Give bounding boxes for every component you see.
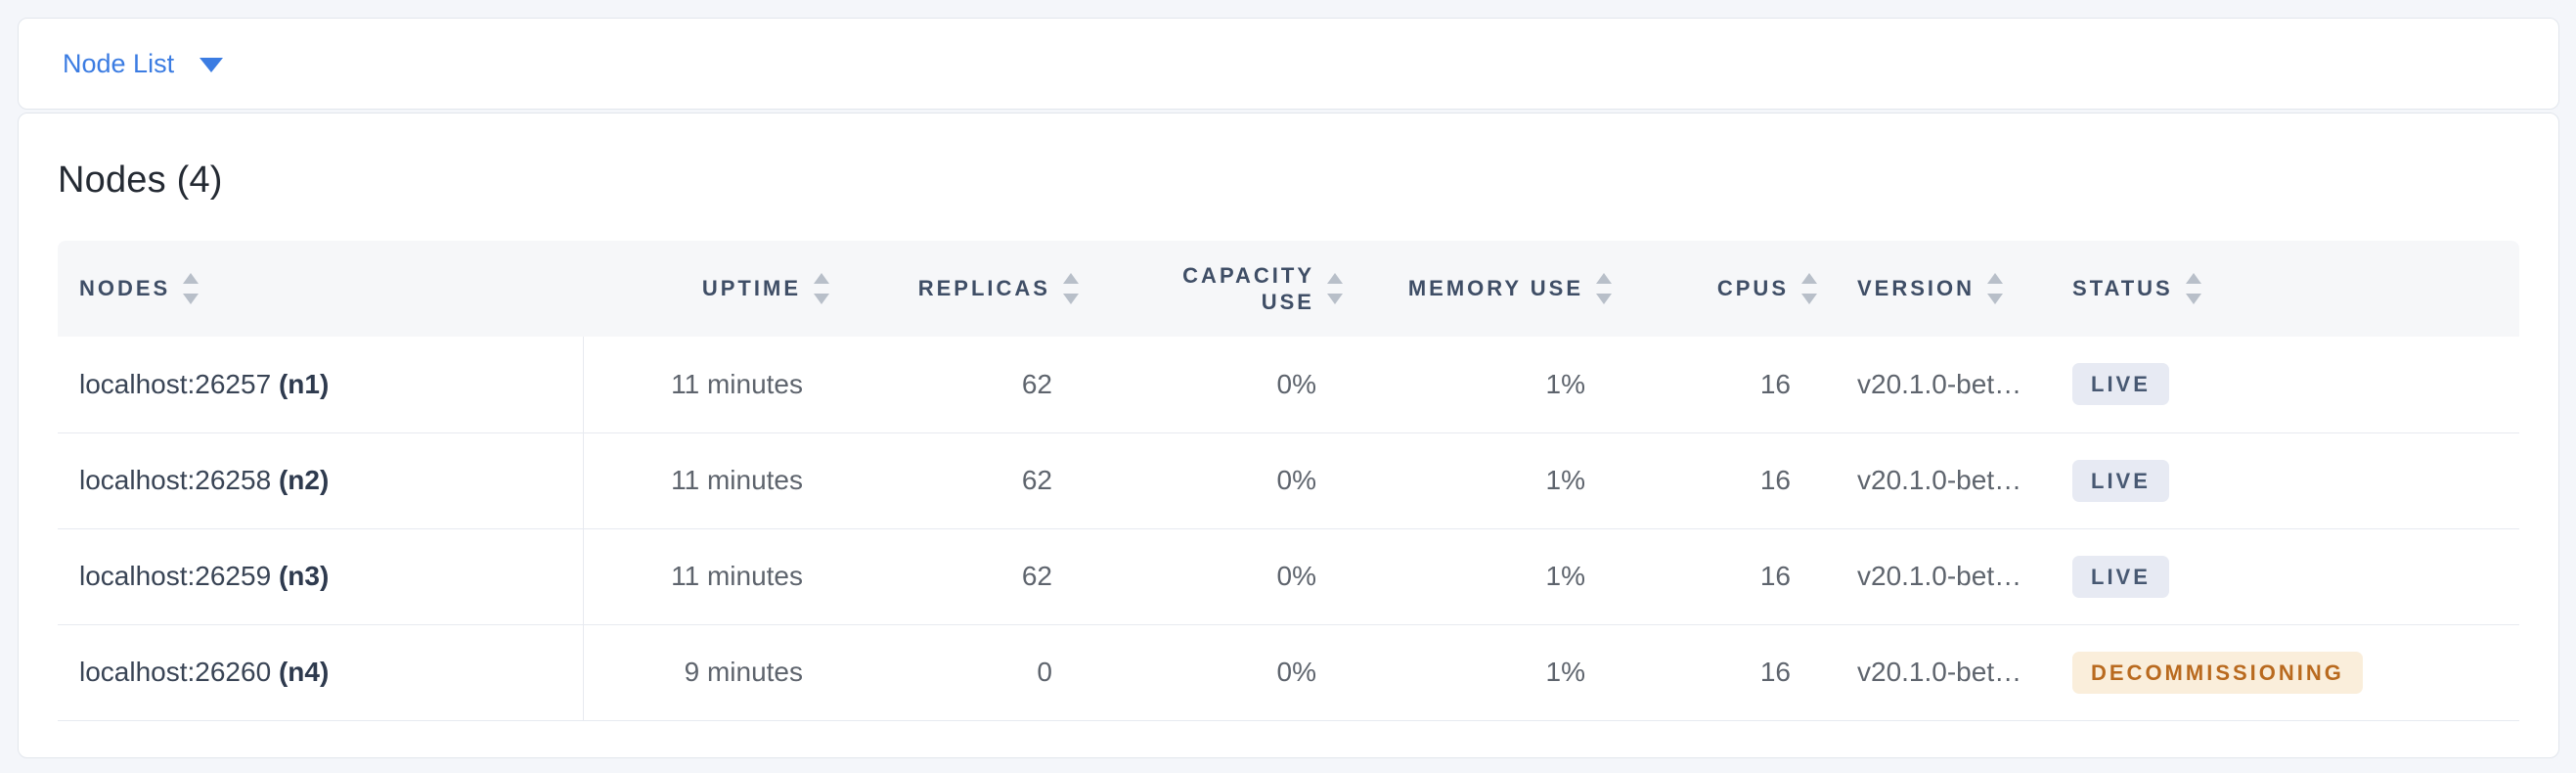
caret-down-icon [200, 58, 224, 72]
replicas-cell: 62 [842, 528, 1091, 625]
capacity-use-cell: 0% [1091, 624, 1355, 721]
column-header-status[interactable]: STATUS [2045, 241, 2519, 337]
node-row-n3[interactable]: localhost:26259 (n3) 11 minutes 62 0% 1%… [58, 528, 2519, 625]
status-badge: LIVE [2072, 363, 2169, 406]
node-id: (n3) [278, 561, 330, 591]
node-id: (n1) [278, 368, 330, 399]
version-cell: v20.1.0-bet… [1830, 624, 2045, 721]
node-id: (n2) [278, 465, 330, 495]
replicas-cell: 0 [842, 624, 1091, 721]
node-address-cell: localhost:26257 (n1) [58, 337, 584, 433]
sort-icon [183, 273, 200, 304]
status-cell: LIVE [2045, 337, 2519, 433]
sort-icon [1596, 273, 1612, 304]
uptime-cell: 11 minutes [583, 337, 842, 433]
status-cell: LIVE [2045, 432, 2519, 529]
column-header-version[interactable]: VERSION [1830, 241, 2045, 337]
nodes-card: Nodes (4) NODES UPTIME [18, 113, 2559, 758]
status-cell: DECOMMISSIONING [2045, 624, 2519, 721]
status-badge: DECOMMISSIONING [2072, 651, 2363, 694]
replicas-cell: 62 [842, 337, 1091, 433]
version-cell: v20.1.0-bet… [1830, 337, 2045, 433]
memory-use-cell: 1% [1355, 624, 1624, 721]
cpus-cell: 16 [1624, 528, 1830, 625]
sort-icon [1063, 273, 1079, 304]
version-cell: v20.1.0-bet… [1830, 528, 2045, 625]
view-selector-card: Node List [18, 18, 2559, 110]
memory-use-cell: 1% [1355, 528, 1624, 625]
node-row-n4[interactable]: localhost:26260 (n4) 9 minutes 0 0% 1% 1… [58, 624, 2519, 721]
column-header-nodes[interactable]: NODES [58, 241, 583, 337]
memory-use-cell: 1% [1355, 432, 1624, 529]
uptime-cell: 11 minutes [583, 432, 842, 529]
status-badge: LIVE [2072, 555, 2169, 598]
column-header-replicas[interactable]: REPLICAS [842, 241, 1091, 337]
replicas-cell: 62 [842, 432, 1091, 529]
table-header-row: NODES UPTIME REPLICAS [58, 241, 2519, 337]
sort-icon [1801, 273, 1817, 304]
cpus-cell: 16 [1624, 337, 1830, 433]
column-header-memory-use[interactable]: MEMORY USE [1355, 241, 1624, 337]
status-badge: LIVE [2072, 459, 2169, 502]
uptime-cell: 11 minutes [583, 528, 842, 625]
page-title: Nodes (4) [58, 159, 223, 201]
column-header-capacity-use[interactable]: CAPACITY USE [1091, 241, 1355, 337]
capacity-use-cell: 0% [1091, 432, 1355, 529]
status-cell: LIVE [2045, 528, 2519, 625]
node-address-cell: localhost:26258 (n2) [58, 432, 584, 529]
column-header-cpus[interactable]: CPUS [1624, 241, 1830, 337]
cpus-cell: 16 [1624, 432, 1830, 529]
column-header-uptime[interactable]: UPTIME [583, 241, 842, 337]
nodes-table: NODES UPTIME REPLICAS [58, 241, 2519, 721]
node-row-n1[interactable]: localhost:26257 (n1) 11 minutes 62 0% 1%… [58, 337, 2519, 433]
sort-icon [2185, 273, 2201, 304]
memory-use-cell: 1% [1355, 337, 1624, 433]
sort-icon [814, 273, 829, 304]
capacity-use-cell: 0% [1091, 337, 1355, 433]
node-id: (n4) [278, 657, 330, 687]
version-cell: v20.1.0-bet… [1830, 432, 2045, 529]
view-selector-label: Node List [63, 48, 175, 78]
node-address-cell: localhost:26260 (n4) [58, 624, 584, 721]
node-row-n2[interactable]: localhost:26258 (n2) 11 minutes 62 0% 1%… [58, 432, 2519, 529]
view-selector-dropdown[interactable]: Node List [63, 48, 224, 79]
cpus-cell: 16 [1624, 624, 1830, 721]
sort-icon [1987, 273, 2004, 304]
capacity-use-cell: 0% [1091, 528, 1355, 625]
node-address-cell: localhost:26259 (n3) [58, 528, 584, 625]
sort-icon [1327, 273, 1343, 304]
uptime-cell: 9 minutes [583, 624, 842, 721]
